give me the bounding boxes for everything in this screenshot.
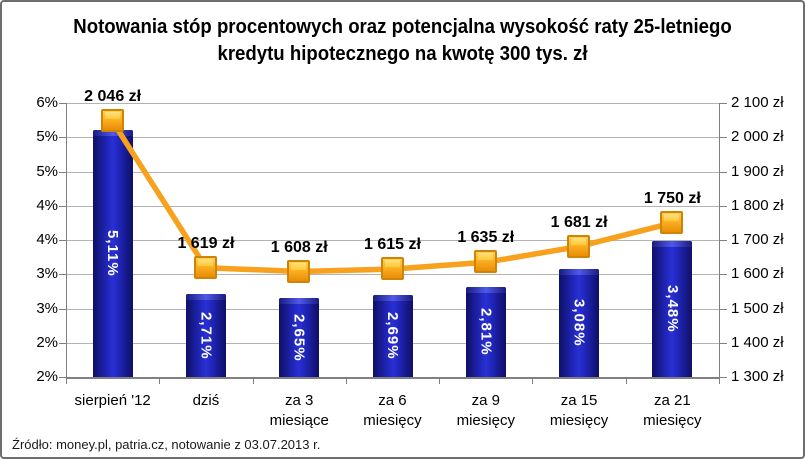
x-axis-category-label: za 15 miesięcy [549,392,609,429]
right-axis-label: 1 600 zł [731,265,784,283]
x-axis-line [66,377,720,379]
right-axis-label: 1 300 zł [731,368,784,385]
right-axis-label: 1 400 zł [731,333,784,351]
line-value-label: 1 635 zł [457,229,515,247]
right-axis-tick [719,103,727,104]
x-axis-tick [625,377,627,384]
source-note: Źródło: money.pl, patria.cz, notowanie z… [12,437,321,452]
x-axis-category-label: za 6 miesięcy [363,392,422,429]
gridline [66,171,719,173]
line-marker [287,259,311,283]
left-axis-label: 6% [36,94,58,111]
right-axis-tick [719,274,727,276]
line-value-label: 1 681 zł [550,213,608,231]
line-value-label: 2 046 zł [84,88,142,106]
right-axis-tick [719,308,727,310]
x-axis-category-label: za 21 miesięcy [643,392,702,429]
left-axis-tick [59,103,66,104]
right-axis-label: 1 800 zł [731,196,784,214]
line-marker [100,109,124,133]
left-axis-label: 2% [36,333,58,351]
gridline [66,137,719,139]
bar-value-label: 5,11% [104,229,122,277]
chart-title-line1: Notowania stóp procentowych oraz potencj… [73,16,732,38]
bar-value-label: 3,48% [663,285,681,333]
chart-title: Notowania stóp procentowych oraz potencj… [2,14,803,68]
gridline [66,103,719,104]
left-axis-label: 4% [36,196,58,214]
x-axis-tick [345,377,347,384]
right-axis-tick [719,205,727,207]
line-value-label: 1 619 zł [177,234,235,252]
left-axis-tick [59,377,66,378]
left-axis-tick [59,342,66,344]
left-axis-label: 2% [36,368,58,385]
left-axis-tick [59,205,66,207]
x-axis-tick [532,377,534,384]
x-axis-tick [66,377,67,384]
right-axis-label: 1 500 zł [731,299,784,317]
left-axis-label: 3% [36,265,58,283]
x-axis-tick [159,377,161,384]
bar-value-label: 2,65% [290,313,308,362]
x-axis-category-label: za 9 miesięcy [456,392,515,429]
right-axis-tick [719,171,727,173]
right-axis-line [719,103,720,379]
x-axis-category-label: sierpień '12 [74,392,151,409]
right-axis-label: 2 100 zł [731,94,784,111]
bar: 5,11% [92,129,133,377]
left-axis-tick [59,240,66,241]
bar: 2,69% [372,295,413,377]
right-axis-label: 1 700 zł [731,231,784,248]
right-axis-tick [719,342,727,344]
chart-title-line2: kredytu hipotecznego na kwotę 300 tys. z… [217,43,588,65]
line-marker [380,257,404,281]
x-axis-tick [719,377,720,384]
left-axis-tick [59,137,66,139]
bar: 2,71% [185,294,226,377]
line-value-label: 1 615 zł [364,236,421,254]
line-value-label: 1 608 zł [270,238,328,256]
left-axis-label: 5% [36,162,58,180]
bar-value-label: 3,08% [570,299,588,347]
left-axis-tick [59,171,66,173]
y-axis-line [66,103,67,379]
left-axis-tick [59,274,66,276]
bar: 3,08% [559,268,600,377]
gridline [66,205,719,207]
right-axis-label: 2 000 zł [731,128,784,146]
x-axis-tick [439,377,441,384]
x-axis-tick [252,377,254,384]
line-marker [193,255,217,279]
x-axis-category-label: za 3 miesiące [269,392,329,429]
bar-value-label: 2,69% [384,312,401,360]
x-axis-category-label: dziś [192,392,220,409]
bar-value-label: 2,71% [197,311,215,360]
left-axis-tick [59,308,66,310]
bar: 3,48% [652,241,693,377]
line-value-label: 1 750 zł [643,189,701,207]
line-marker [567,234,591,258]
bar-value-label: 2,81% [477,308,495,356]
right-axis-tick [719,377,727,378]
right-axis-tick [719,240,727,241]
left-axis-label: 5% [36,128,58,146]
left-axis-label: 4% [36,231,58,248]
line-marker [473,250,497,274]
right-axis-label: 1 900 zł [731,162,784,180]
bar: 2,81% [465,287,506,377]
bar: 2,65% [279,298,320,377]
left-axis-label: 3% [36,299,58,317]
right-axis-tick [719,137,727,139]
line-marker [660,210,684,234]
